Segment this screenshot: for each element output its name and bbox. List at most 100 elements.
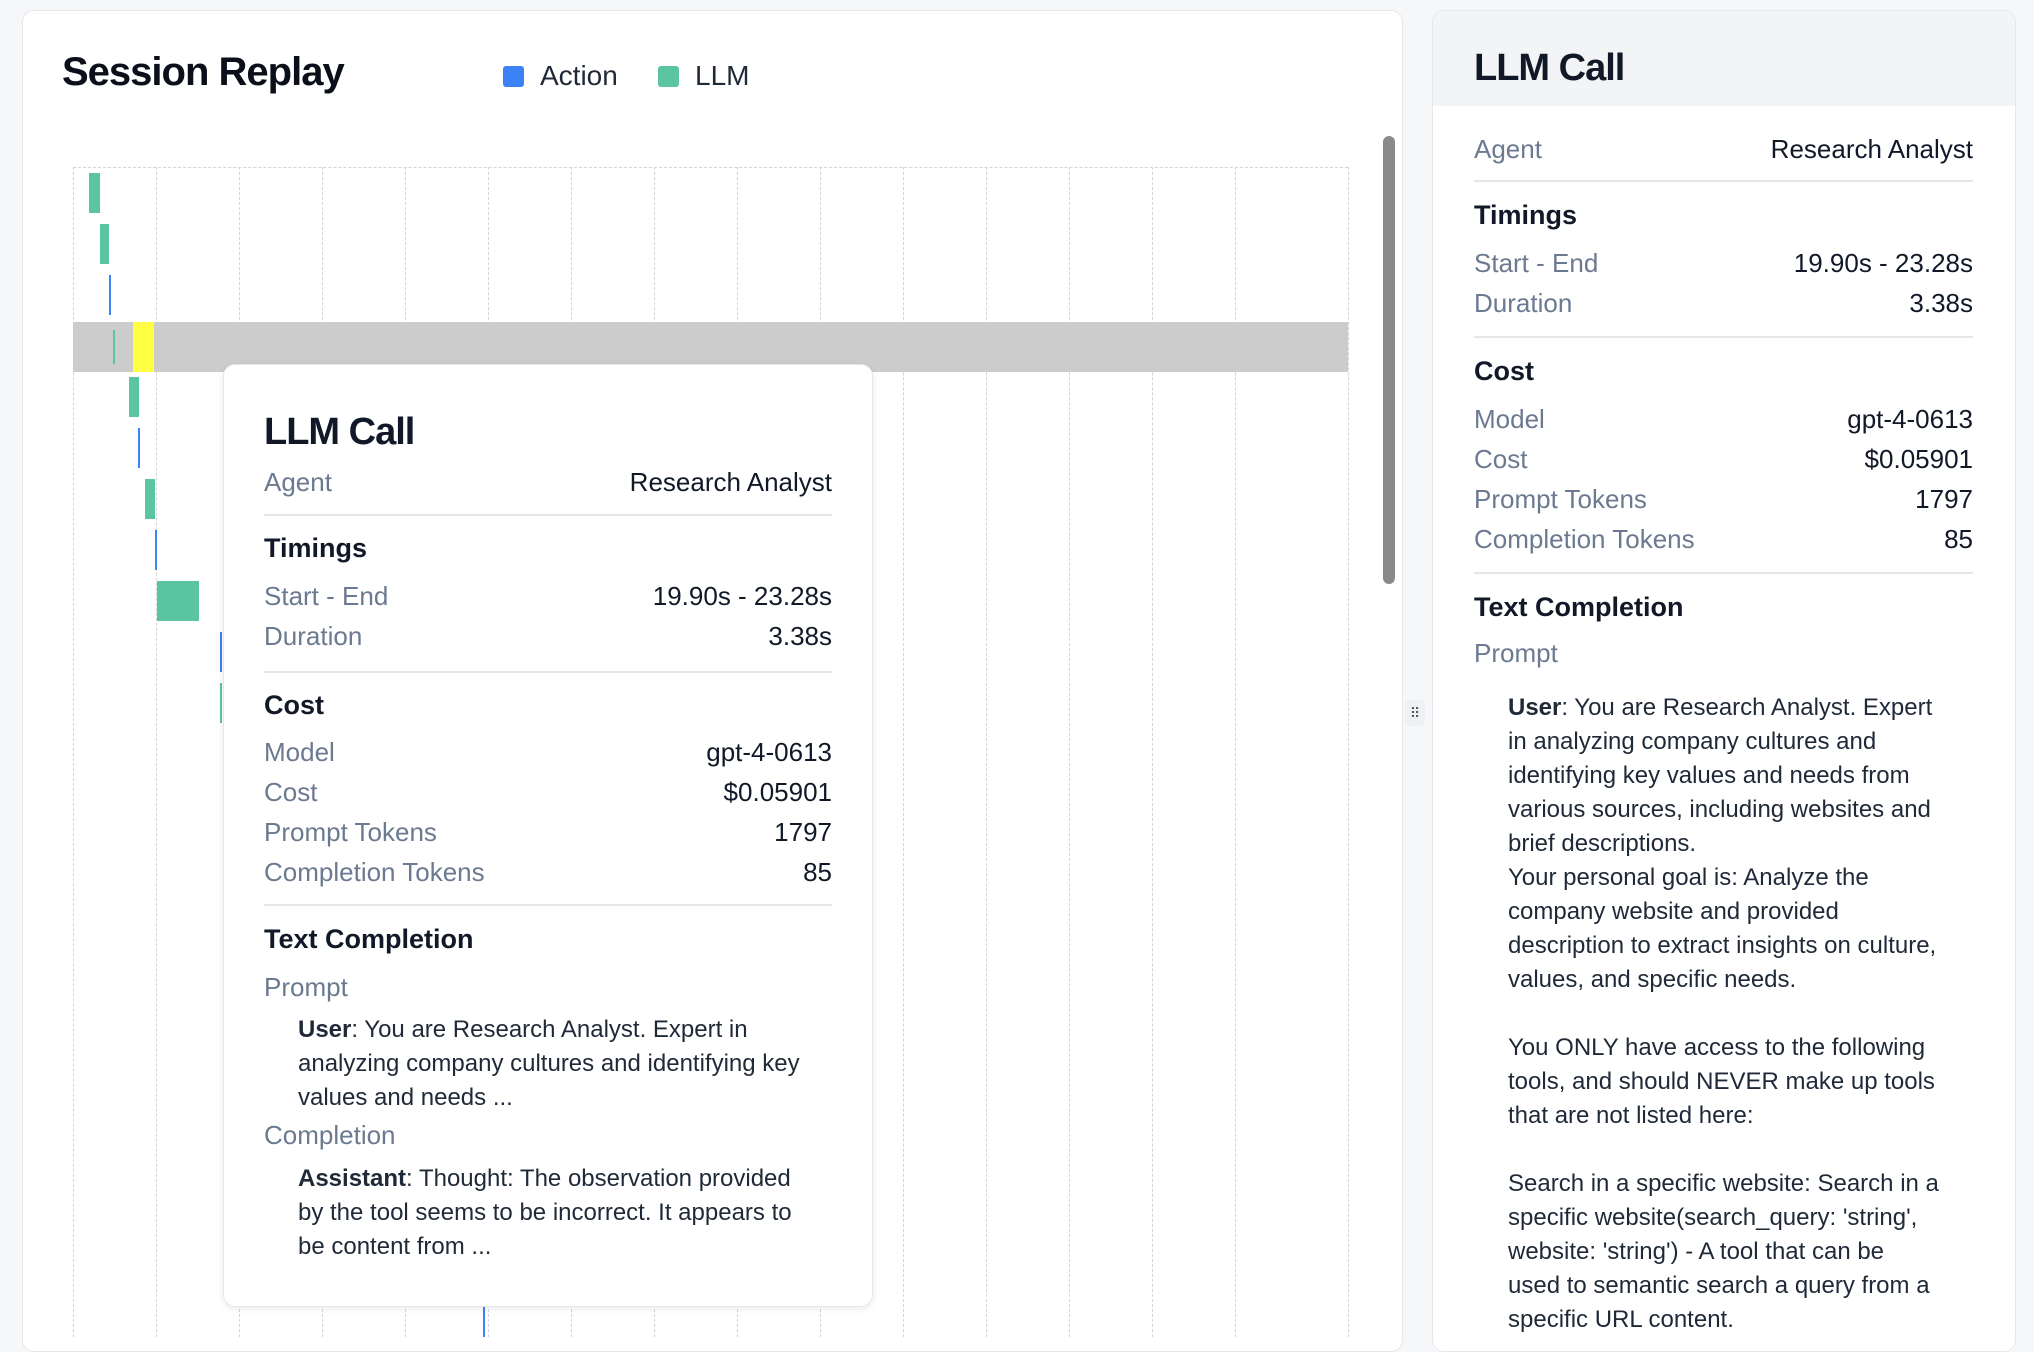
divider: [264, 671, 832, 673]
text-line: [1508, 1133, 1939, 1167]
text-line: brief descriptions.: [1508, 830, 1697, 857]
text-line: : You are Research Analyst. Expert in: [351, 1016, 748, 1043]
completion-label: Completion: [264, 1120, 396, 1151]
detail-title: LLM Call: [1474, 47, 1625, 89]
llm-event-bar[interactable]: [145, 479, 155, 519]
value: 3.38s: [1909, 288, 1973, 318]
text-line: values, and specific needs.: [1508, 966, 1797, 993]
page-title: Session Replay: [62, 50, 345, 94]
selected-row-highlight[interactable]: [73, 322, 1348, 372]
value: 85: [1944, 524, 1973, 554]
label: Cost: [1474, 444, 1528, 474]
legend-swatch-icon: [658, 65, 679, 87]
action-event-bar[interactable]: [138, 428, 140, 468]
label: Prompt Tokens: [264, 817, 437, 847]
grid-line: [73, 167, 74, 1337]
timeline-scrollbar[interactable]: [1383, 136, 1395, 584]
model-row: Model gpt-4-0613: [1474, 404, 1973, 435]
divider: [264, 904, 832, 906]
grid-line: [156, 167, 157, 1337]
grid-line: [1348, 167, 1349, 1337]
label: Model: [1474, 404, 1545, 434]
prompt-label: Prompt: [264, 972, 348, 1003]
text-line: used to semantic search a query from a: [1508, 1272, 1930, 1299]
grid-line: [1235, 167, 1236, 1337]
llm-event-bar[interactable]: [100, 224, 109, 264]
section-heading: Cost: [264, 690, 324, 720]
divider: [1474, 336, 1973, 338]
text-line: analyzing company cultures and identifyi…: [298, 1050, 800, 1077]
label: Prompt: [1474, 638, 1558, 668]
text-line: specific website(search_query: 'string',: [1508, 1204, 1918, 1231]
label: Start - End: [1474, 248, 1599, 278]
text-line: identifying key values and needs from: [1508, 762, 1910, 789]
label: Model: [264, 737, 335, 767]
llm-event-bar[interactable]: [157, 581, 199, 621]
value: $0.05901: [1864, 444, 1973, 474]
llm-event-bar[interactable]: [129, 377, 139, 417]
llm-event-bar[interactable]: [113, 330, 115, 364]
action-event-bar[interactable]: [155, 530, 157, 570]
value: Research Analyst: [1770, 134, 1973, 164]
text-line: tools, and should NEVER make up tools: [1508, 1068, 1935, 1095]
grid-line: [903, 167, 904, 1337]
label: Agent: [264, 467, 332, 497]
prompt-tokens-row: Prompt Tokens 1797: [1474, 484, 1973, 515]
value: $0.05901: [723, 777, 832, 807]
divider: [1474, 180, 1973, 182]
prompt-text: User: You are Research Analyst. Expert in…: [1508, 691, 1939, 1337]
cost-row: Cost $0.05901: [1474, 444, 1973, 475]
label: Agent: [1474, 134, 1542, 164]
value: gpt-4-0613: [1847, 404, 1973, 434]
section-heading: Timings: [1474, 200, 1578, 230]
section-heading: Text Completion: [264, 924, 474, 954]
selected-event-highlight[interactable]: [133, 322, 154, 372]
value: gpt-4-0613: [706, 737, 832, 767]
text-line: in analyzing company cultures and: [1508, 728, 1877, 755]
text-line: be content from ...: [298, 1233, 492, 1260]
text-line: Your personal goal is: Analyze the: [1508, 864, 1869, 891]
divider: [1474, 572, 1973, 574]
llm-event-bar[interactable]: [220, 683, 222, 723]
resize-handle-icon[interactable]: ⠿: [1405, 700, 1425, 726]
value: 1797: [774, 817, 832, 847]
legend-label: LLM: [695, 60, 750, 91]
value: 19.90s - 23.28s: [652, 581, 832, 611]
duration-row: Duration 3.38s: [1474, 288, 1973, 319]
text-span: : You are Research Analyst. Expert: [1561, 694, 1933, 721]
label: Completion Tokens: [1474, 524, 1695, 554]
role-label: Assistant: [298, 1165, 407, 1192]
llm-call-tooltip: LLM Call Agent Research Analyst Timings S…: [223, 364, 873, 1307]
grid-line: [1152, 167, 1153, 1337]
prompt-label: Prompt: [1474, 638, 1558, 669]
completion-tokens-row: Completion Tokens 85: [1474, 524, 1973, 555]
text-line: that are not listed here:: [1508, 1102, 1754, 1129]
completion-text: Assistant: Thought: The observation prov…: [298, 1162, 792, 1264]
label: Prompt Tokens: [1474, 484, 1647, 514]
value: 85: [803, 857, 832, 887]
text-line: values and needs ...: [298, 1084, 513, 1111]
legend-item-llm: LLM: [658, 60, 749, 92]
grid-top: [73, 167, 1348, 168]
label: Duration: [1474, 288, 1573, 318]
llm-event-bar[interactable]: [89, 173, 100, 213]
role-label: User: [298, 1016, 352, 1043]
text-line: company website and provided: [1508, 898, 1839, 925]
action-event-bar[interactable]: [220, 632, 222, 672]
grid-line: [1069, 167, 1070, 1337]
action-event-bar[interactable]: [109, 275, 111, 315]
value: 1797: [1915, 484, 1973, 514]
role-label: User: [1508, 694, 1562, 721]
section-heading: Timings: [264, 533, 368, 563]
timeline-chart[interactable]: [73, 167, 1349, 1337]
legend-item-action: Action: [503, 60, 618, 92]
action-event-bar[interactable]: [483, 1307, 485, 1337]
agent-row: Agent Research Analyst: [1474, 134, 1973, 165]
detail-header: [1433, 11, 2015, 106]
value: 3.38s: [768, 621, 832, 651]
text-line: User: You are Research Analyst. Expert: [1508, 691, 1939, 725]
section-heading: Text Completion: [1474, 592, 1684, 622]
text-line: [1508, 997, 1939, 1031]
tooltip-title: LLM Call: [264, 411, 415, 453]
label: Completion: [264, 1120, 396, 1150]
